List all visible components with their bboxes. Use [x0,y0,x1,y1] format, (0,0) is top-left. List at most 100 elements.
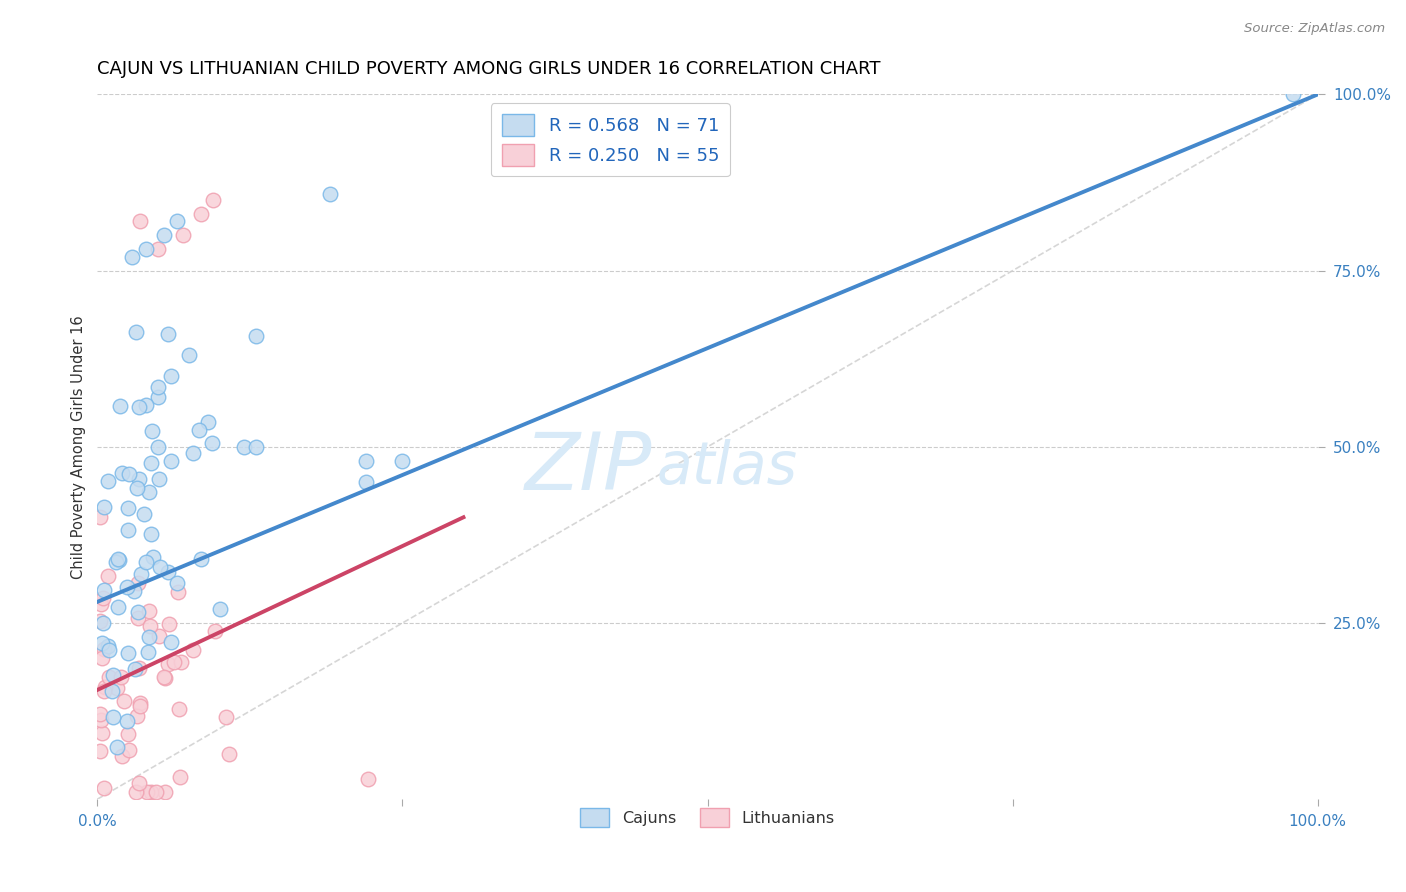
Point [163,655,186,669]
Point [103,710,125,724]
Point [141,456,163,470]
Point [128,775,150,789]
Point [107,600,129,615]
Point [159,369,181,384]
Point [122,583,145,598]
Point [128,401,150,415]
Point [97,669,120,683]
Legend: Cajuns, Lithuanians: Cajuns, Lithuanians [574,801,841,833]
Point [169,770,191,784]
Point [157,616,180,631]
Point [98,643,121,657]
Point [214,709,236,723]
Point [93,780,115,795]
Point [107,553,129,567]
Point [148,473,170,487]
Point [204,624,226,639]
Point [90,713,112,727]
Point [148,391,170,405]
Point [156,326,179,341]
Point [127,575,149,590]
Point [129,566,152,581]
Point [357,772,380,786]
Point [183,446,205,460]
Point [89,614,111,628]
Point [127,605,149,619]
Point [93,681,115,695]
Point [138,484,160,499]
Point [129,214,152,228]
Point [201,436,224,450]
Point [172,228,194,243]
Point [354,454,377,468]
Point [105,555,128,569]
Point [197,415,219,429]
Point [149,560,172,574]
Text: CAJUN VS LITHUANIAN CHILD POVERTY AMONG GIRLS UNDER 16 CORRELATION CHART: CAJUN VS LITHUANIAN CHILD POVERTY AMONG … [97,60,880,78]
Point [97,640,120,654]
Point [155,672,177,686]
Point [90,726,112,740]
Point [101,668,124,682]
Point [190,207,212,221]
Point [89,707,111,722]
Point [135,243,157,257]
Point [97,568,120,582]
Point [218,747,240,761]
Point [107,681,129,696]
Point [139,527,162,541]
Point [124,785,146,799]
Point [128,661,150,675]
Point [138,604,160,618]
Point [160,635,183,649]
Point [153,228,176,243]
Point [115,580,138,594]
Point [391,454,413,468]
Point [153,670,176,684]
Point [110,399,132,413]
Point [112,694,135,708]
Point [128,472,150,486]
Point [117,500,139,515]
Point [148,243,170,257]
Point [90,651,112,665]
Point [354,475,377,489]
Point [138,630,160,644]
Point [135,785,157,799]
Point [157,657,180,672]
Point [319,187,342,202]
Point [232,440,254,454]
Point [136,645,159,659]
Point [166,214,188,228]
Point [1282,87,1305,102]
Point [245,440,267,454]
Point [107,552,129,566]
Point [124,326,146,340]
Point [142,549,165,564]
Point [111,466,134,480]
Point [146,380,169,394]
Point [157,565,180,579]
Point [105,740,128,755]
Point [129,699,152,714]
Point [145,785,167,799]
Point [93,684,115,698]
Point [117,646,139,660]
Point [93,642,115,657]
Point [141,424,163,438]
Point [100,683,122,698]
Point [89,510,111,524]
Point [181,642,204,657]
Point [91,636,114,650]
Point [135,555,157,569]
Point [111,748,134,763]
Point [141,785,163,799]
Point [170,655,193,669]
Point [93,583,115,598]
Point [187,423,209,437]
Point [110,670,132,684]
Point [129,696,152,710]
Point [117,727,139,741]
Point [139,619,162,633]
Point [148,440,170,454]
